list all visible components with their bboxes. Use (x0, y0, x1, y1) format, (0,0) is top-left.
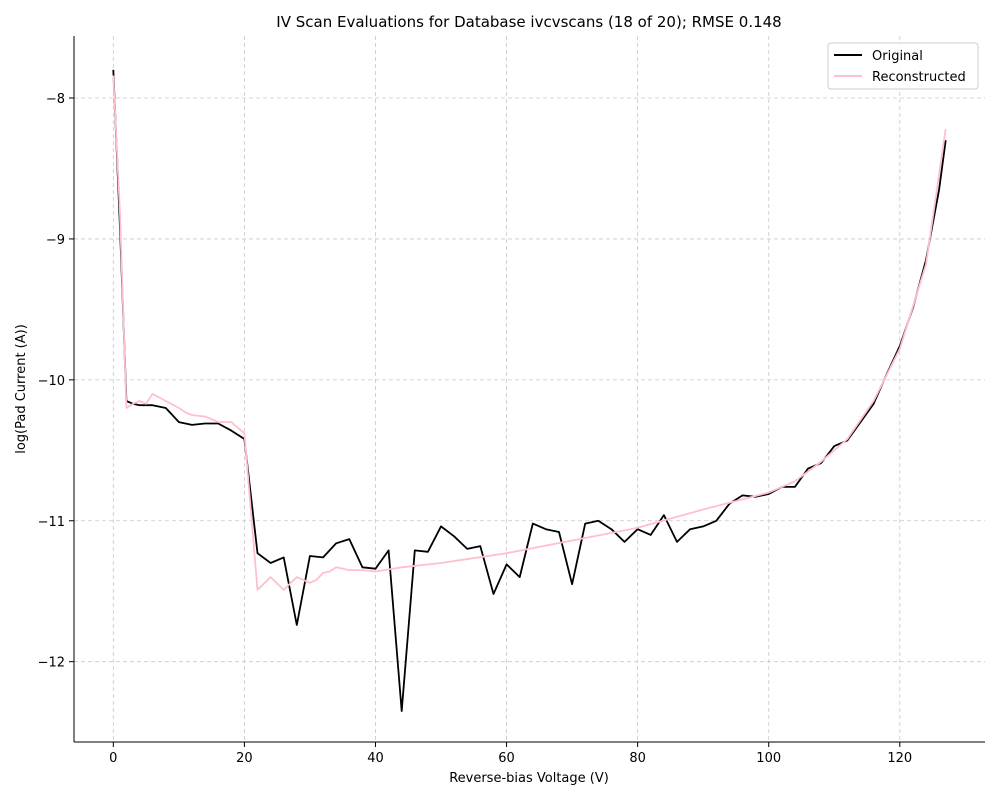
y-tick-label: −8 (46, 92, 65, 107)
legend-box (827, 42, 979, 90)
legend: Original Reconstructed (827, 42, 979, 90)
y-ticks: −12 −11 −10 −9 −8 (38, 92, 74, 671)
x-axis-label: Reverse-bias Voltage (V) (449, 771, 609, 786)
x-tick-label: 60 (498, 751, 515, 766)
y-axis-label: log(Pad Current (A)) (14, 324, 29, 454)
series-line-reconstructed (112, 75, 947, 591)
x-tick-label: 120 (887, 751, 912, 766)
x-tick-label: 80 (629, 751, 646, 766)
x-tick-label: 40 (367, 751, 384, 766)
chart-title: IV Scan Evaluations for Database ivcvsca… (276, 13, 781, 31)
x-tick-label: 100 (756, 751, 781, 766)
y-tick-label: −11 (38, 515, 65, 530)
grid (74, 36, 985, 742)
x-tick-label: 0 (109, 751, 117, 766)
series-layer (112, 69, 947, 712)
y-tick-label: −10 (38, 374, 65, 389)
x-ticks: 0 20 40 60 80 100 120 (109, 742, 912, 766)
y-tick-label: −9 (46, 233, 65, 248)
legend-label-reconstructed: Reconstructed (872, 70, 966, 85)
x-tick-label: 20 (236, 751, 253, 766)
y-tick-label: −12 (38, 656, 65, 671)
series-line-original (112, 69, 947, 712)
legend-label-original: Original (872, 49, 923, 64)
